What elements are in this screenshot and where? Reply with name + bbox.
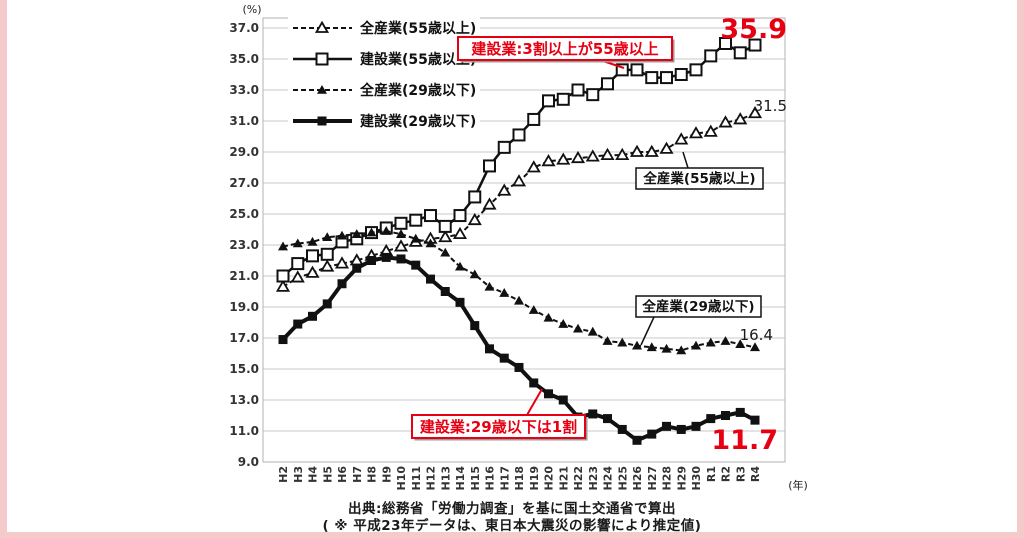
end-value-label-3: 16.4	[740, 326, 773, 344]
svg-text:25.0: 25.0	[229, 207, 259, 221]
svg-text:H27: H27	[646, 466, 659, 491]
svg-text:H17: H17	[498, 466, 511, 491]
svg-text:全産業(29歳以下): 全産業(29歳以下)	[641, 298, 754, 315]
svg-text:H10: H10	[395, 466, 408, 491]
series-kensetsu-55	[276, 37, 762, 283]
svg-text:31.0: 31.0	[229, 114, 259, 128]
svg-text:H8: H8	[366, 466, 379, 483]
svg-text:H13: H13	[439, 466, 452, 491]
svg-text:H19: H19	[528, 466, 541, 491]
svg-text:29.0: 29.0	[229, 145, 259, 159]
svg-text:H22: H22	[572, 466, 585, 491]
svg-text:H6: H6	[336, 466, 349, 483]
chart-legend: 全産業(55歳以上) 建設業(55歳以上) 全産業(29歳以下) 建設業(29歳以下)	[288, 17, 480, 132]
black-series-label-1: 全産業(55歳以上)	[635, 151, 764, 190]
svg-text:15.0: 15.0	[229, 362, 259, 376]
svg-text:19.0: 19.0	[229, 300, 259, 314]
svg-text:建設業:29歳以下は1割: 建設業:29歳以下は1割	[420, 418, 577, 436]
svg-text:35.0: 35.0	[229, 52, 259, 66]
svg-text:27.0: 27.0	[229, 176, 259, 190]
svg-text:H5: H5	[321, 466, 334, 483]
red-callout-2: 建設業:29歳以下は1割	[411, 388, 588, 441]
svg-text:33.0: 33.0	[229, 83, 259, 97]
svg-text:H15: H15	[469, 466, 482, 491]
series-kensetsu-29	[278, 252, 760, 445]
end-value-label-2: 31.5	[754, 97, 787, 115]
svg-text:H30: H30	[690, 466, 703, 491]
svg-text:H20: H20	[543, 466, 556, 491]
svg-text:11.0: 11.0	[229, 424, 259, 438]
svg-text:H4: H4	[307, 466, 320, 483]
svg-text:H7: H7	[351, 466, 364, 483]
svg-text:建設業:3割以上が55歳以上: 建設業:3割以上が55歳以上	[471, 40, 658, 58]
svg-text:H28: H28	[661, 466, 674, 491]
svg-text:建設業(29歳以下): 建設業(29歳以下)	[360, 113, 476, 130]
svg-text:H29: H29	[675, 466, 688, 491]
source-caption-line1: 出典:総務省「労働力調査」を基に国土交通省で算出	[348, 501, 676, 517]
svg-text:全産業(55歳以上): 全産業(55歳以上)	[642, 170, 755, 187]
svg-text:R2: R2	[720, 466, 733, 482]
end-value-label-1: 35.9	[720, 14, 787, 45]
svg-text:R3: R3	[734, 466, 747, 482]
svg-text:H23: H23	[587, 466, 600, 491]
svg-text:37.0: 37.0	[229, 21, 259, 35]
svg-text:R1: R1	[705, 466, 718, 482]
svg-text:全産業(55歳以上): 全産業(55歳以上)	[359, 20, 476, 37]
svg-text:H11: H11	[410, 466, 423, 491]
svg-text:H12: H12	[425, 466, 438, 491]
svg-text:H9: H9	[380, 466, 393, 483]
svg-text:H21: H21	[557, 466, 570, 491]
svg-text:H25: H25	[616, 466, 629, 491]
left-edge-strip	[0, 0, 7, 538]
svg-text:13.0: 13.0	[229, 393, 259, 407]
svg-text:23.0: 23.0	[229, 238, 259, 252]
svg-text:9.0: 9.0	[238, 455, 259, 469]
end-value-label-4: 11.7	[711, 425, 778, 456]
svg-text:H3: H3	[292, 466, 305, 483]
svg-text:全産業(29歳以下): 全産業(29歳以下)	[359, 82, 476, 99]
svg-text:H16: H16	[484, 466, 497, 491]
y-unit-label: (%)	[242, 3, 261, 16]
source-caption-line2: ( ※ 平成23年データは、東日本大震災の影響により推定値)	[322, 518, 702, 534]
series-zensangyo-29	[278, 226, 760, 355]
right-edge-strip	[1017, 0, 1024, 538]
svg-text:建設業(55歳以上): 建設業(55歳以上)	[360, 51, 476, 68]
svg-text:21.0: 21.0	[229, 269, 259, 283]
x-unit-label: (年)	[788, 478, 808, 492]
svg-text:H26: H26	[631, 466, 644, 491]
plot-frame	[262, 17, 786, 463]
x-axis-ticks: H2 H3 H4 H5 H6 H7 H8 H9 H10 H11 H12 H13 H14 H15 H16 H17…	[277, 466, 762, 491]
svg-text:H14: H14	[454, 466, 467, 491]
svg-text:17.0: 17.0	[229, 331, 259, 345]
svg-text:H24: H24	[602, 466, 615, 491]
svg-text:H2: H2	[277, 466, 290, 483]
svg-text:H18: H18	[513, 466, 526, 491]
black-series-label-2: 全産業(29歳以下)	[635, 295, 762, 346]
y-axis-ticks: 9.0 11.0 13.0 15.0 17.0 19.0 21.0 23.0 25.0 27.0 2…	[229, 21, 259, 469]
svg-text:R4: R4	[749, 466, 762, 482]
bottom-edge-strip	[0, 532, 1024, 538]
red-callout-1: 建設業:3割以上が55歳以上	[457, 36, 675, 69]
